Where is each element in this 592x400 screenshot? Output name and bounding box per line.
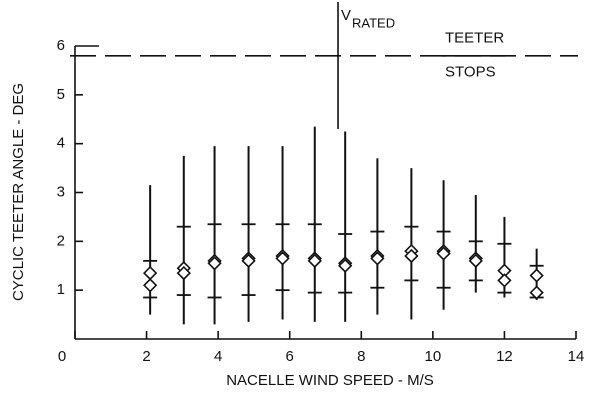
y-tick-label: 6: [57, 37, 65, 54]
diamond-marker: [176, 265, 191, 281]
diamond-marker: [436, 246, 451, 261]
x-tick-label: 10: [425, 348, 442, 365]
stops-label: STOPS: [445, 64, 496, 81]
diamond-marker: [370, 251, 385, 266]
diamond-marker: [207, 256, 222, 271]
y-tick-label: 3: [57, 183, 65, 200]
x-tick-label: 14: [568, 348, 585, 365]
x-tick-label: 2: [142, 348, 150, 365]
diamond-marker: [275, 251, 290, 266]
y-tick-label: 1: [57, 281, 65, 298]
x-tick-label: 4: [214, 348, 222, 365]
diamond-marker: [241, 253, 256, 268]
x-tick-label: 0: [58, 348, 66, 365]
v-rated-subscript: RATED: [352, 15, 395, 30]
y-tick-label: 5: [57, 86, 65, 103]
y-axis-label: CYCLIC TEETER ANGLE - DEG: [10, 83, 27, 301]
v-rated-label: V: [341, 7, 351, 24]
diamond-marker: [468, 253, 483, 268]
diamond-marker: [307, 253, 322, 268]
diamond-marker: [338, 258, 353, 273]
y-tick-label: 4: [57, 135, 65, 152]
diamond-marker: [529, 268, 544, 283]
diamond-marker: [497, 273, 512, 288]
diamond-marker: [529, 285, 544, 300]
teeter-label: TEETER: [445, 30, 504, 47]
x-tick-label: 8: [357, 348, 365, 365]
diamond-marker: [404, 248, 419, 264]
diamond-marker: [143, 265, 158, 281]
y-tick-label: 2: [57, 232, 65, 249]
x-tick-label: 6: [286, 348, 294, 365]
x-tick-label: 12: [496, 348, 513, 365]
diamond-marker: [143, 278, 158, 293]
x-axis-label: NACELLE WIND SPEED - M/S: [226, 372, 434, 389]
